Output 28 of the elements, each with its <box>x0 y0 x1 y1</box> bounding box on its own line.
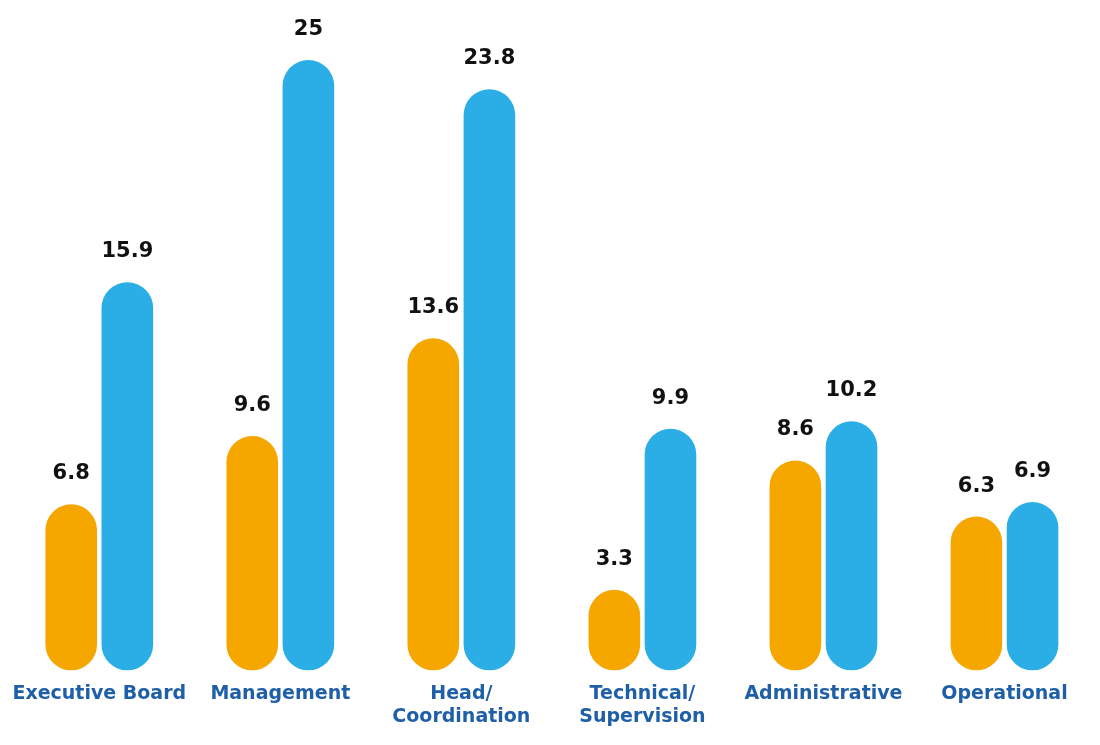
data-label: 9.9 <box>651 384 690 409</box>
bar <box>282 60 335 671</box>
data-label: 10.2 <box>825 377 878 402</box>
data-label: 25 <box>293 15 323 40</box>
data-label: 6.3 <box>957 472 996 497</box>
bar <box>101 282 154 671</box>
bar <box>825 421 878 671</box>
bar <box>1006 501 1059 671</box>
x-tick-label: Technical/ Supervision <box>579 680 706 726</box>
bar <box>769 460 822 671</box>
bar <box>226 436 279 671</box>
x-tick-label: Executive Board <box>12 680 187 703</box>
data-label: 15.9 <box>101 238 154 263</box>
bar <box>45 504 98 671</box>
data-label: 6.9 <box>1013 457 1052 482</box>
data-label: 8.6 <box>776 416 814 441</box>
bar <box>644 428 697 671</box>
x-tick-label: Head/ Coordination <box>392 680 531 726</box>
bar <box>407 338 460 671</box>
x-tick-label: Management <box>210 680 351 703</box>
data-label: 9.6 <box>233 391 271 416</box>
data-label: 3.3 <box>595 545 633 570</box>
data-label: 23.8 <box>463 45 516 70</box>
data-label: 13.6 <box>407 294 460 319</box>
bar <box>463 89 516 671</box>
x-tick-label: Operational <box>941 680 1068 703</box>
data-label: 6.8 <box>52 460 90 485</box>
x-tick-label: Administrative <box>744 680 903 703</box>
